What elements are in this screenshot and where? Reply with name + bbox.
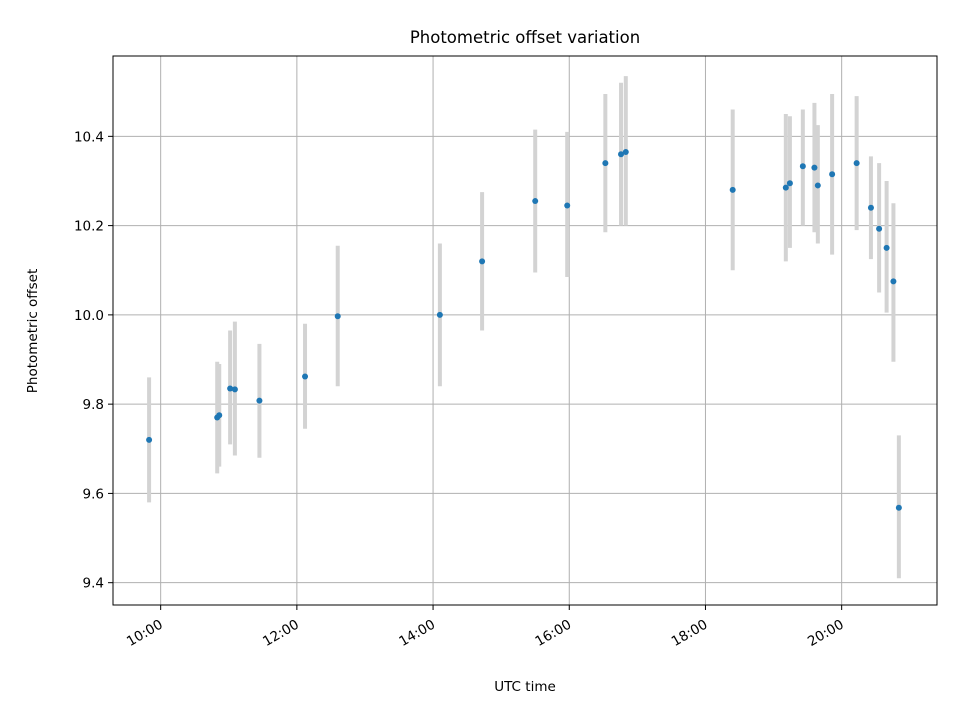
data-point: [782, 184, 789, 191]
data-point: [532, 198, 539, 205]
data-point: [799, 163, 806, 170]
data-point: [146, 436, 153, 443]
data-point: [786, 180, 793, 187]
data-point: [227, 385, 234, 392]
data-point: [602, 160, 609, 167]
y-tick-label: 9.8: [83, 397, 104, 413]
data-point: [231, 386, 238, 393]
data-point: [256, 397, 263, 404]
data-points: [146, 148, 902, 511]
y-axis-label: Photometric offset: [25, 269, 41, 393]
data-point: [814, 182, 821, 189]
data-point: [302, 373, 309, 380]
y-tick-label: 10.2: [74, 219, 104, 235]
data-point: [811, 164, 818, 171]
chart-title: Photometric offset variation: [410, 28, 640, 47]
data-point: [829, 171, 836, 178]
grid: [113, 56, 937, 605]
x-axis-label: UTC time: [494, 679, 556, 695]
y-tick-label: 10.0: [74, 308, 104, 324]
data-point: [479, 258, 486, 265]
data-point: [853, 160, 860, 167]
data-point: [867, 204, 874, 211]
data-point: [564, 202, 571, 209]
data-point: [334, 313, 341, 320]
data-point: [618, 151, 625, 158]
data-point: [729, 186, 736, 193]
data-point: [216, 412, 223, 419]
y-tick-label: 10.4: [74, 129, 104, 145]
plot-frame: [112, 55, 938, 606]
data-point: [883, 244, 890, 251]
y-tick-label: 9.6: [83, 486, 104, 502]
data-point: [895, 504, 902, 511]
data-point: [622, 148, 629, 155]
data-point: [876, 225, 883, 232]
data-point: [890, 278, 897, 285]
y-tick-label: 9.4: [83, 576, 104, 592]
y-axis-ticks: 9.4 9.6 9.8 10.0 10.2 10.4: [74, 129, 113, 592]
data-point: [436, 311, 443, 318]
